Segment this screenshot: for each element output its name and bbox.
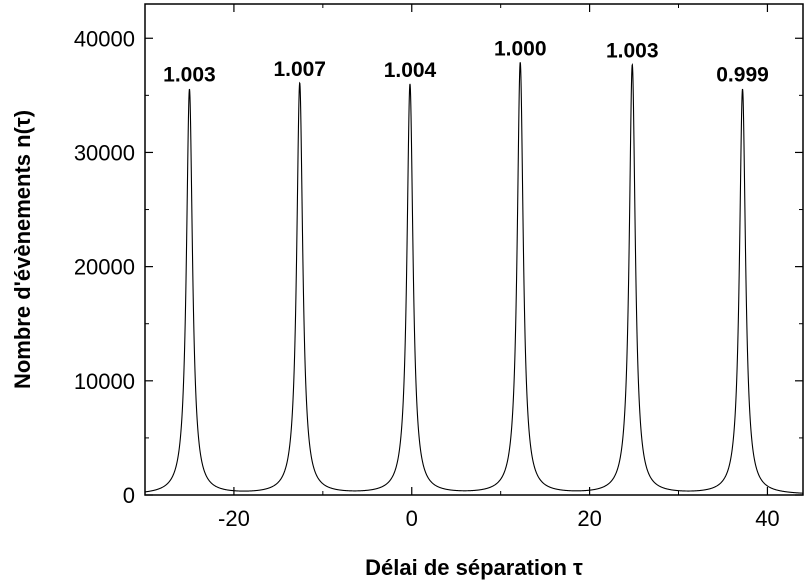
peak-label: 1.004	[384, 59, 437, 82]
plot-frame	[144, 3, 804, 496]
y-axis-title: Nombre d'évènements n(τ)	[10, 110, 35, 389]
peak-label: 1.000	[494, 37, 547, 60]
peak-label: 1.003	[606, 40, 659, 63]
y-tick-label: 0	[123, 483, 135, 508]
peak-label: 1.007	[273, 58, 326, 81]
x-tick-label: 20	[577, 506, 601, 531]
x-axis-title: Délai de séparation τ	[365, 555, 583, 580]
y-tick-label: 20000	[74, 255, 135, 280]
peak-label: 0.999	[716, 64, 769, 87]
x-tick-label: -20	[218, 506, 250, 531]
peak-label: 1.003	[163, 64, 216, 87]
x-tick-label: 40	[755, 506, 779, 531]
label-layer: 1.003 1.007 1.004 1.000 1.003 0.999	[163, 37, 769, 86]
y-tick-label: 40000	[74, 26, 135, 51]
data-layer	[144, 62, 804, 494]
x-tick-label: 0	[406, 506, 418, 531]
y-tick-label: 30000	[74, 140, 135, 165]
y-tick-label: 10000	[74, 369, 135, 394]
axes-layer: -20 0 20 40 0 10000 20000 30000 40000	[74, 3, 804, 531]
series-line	[144, 62, 804, 494]
